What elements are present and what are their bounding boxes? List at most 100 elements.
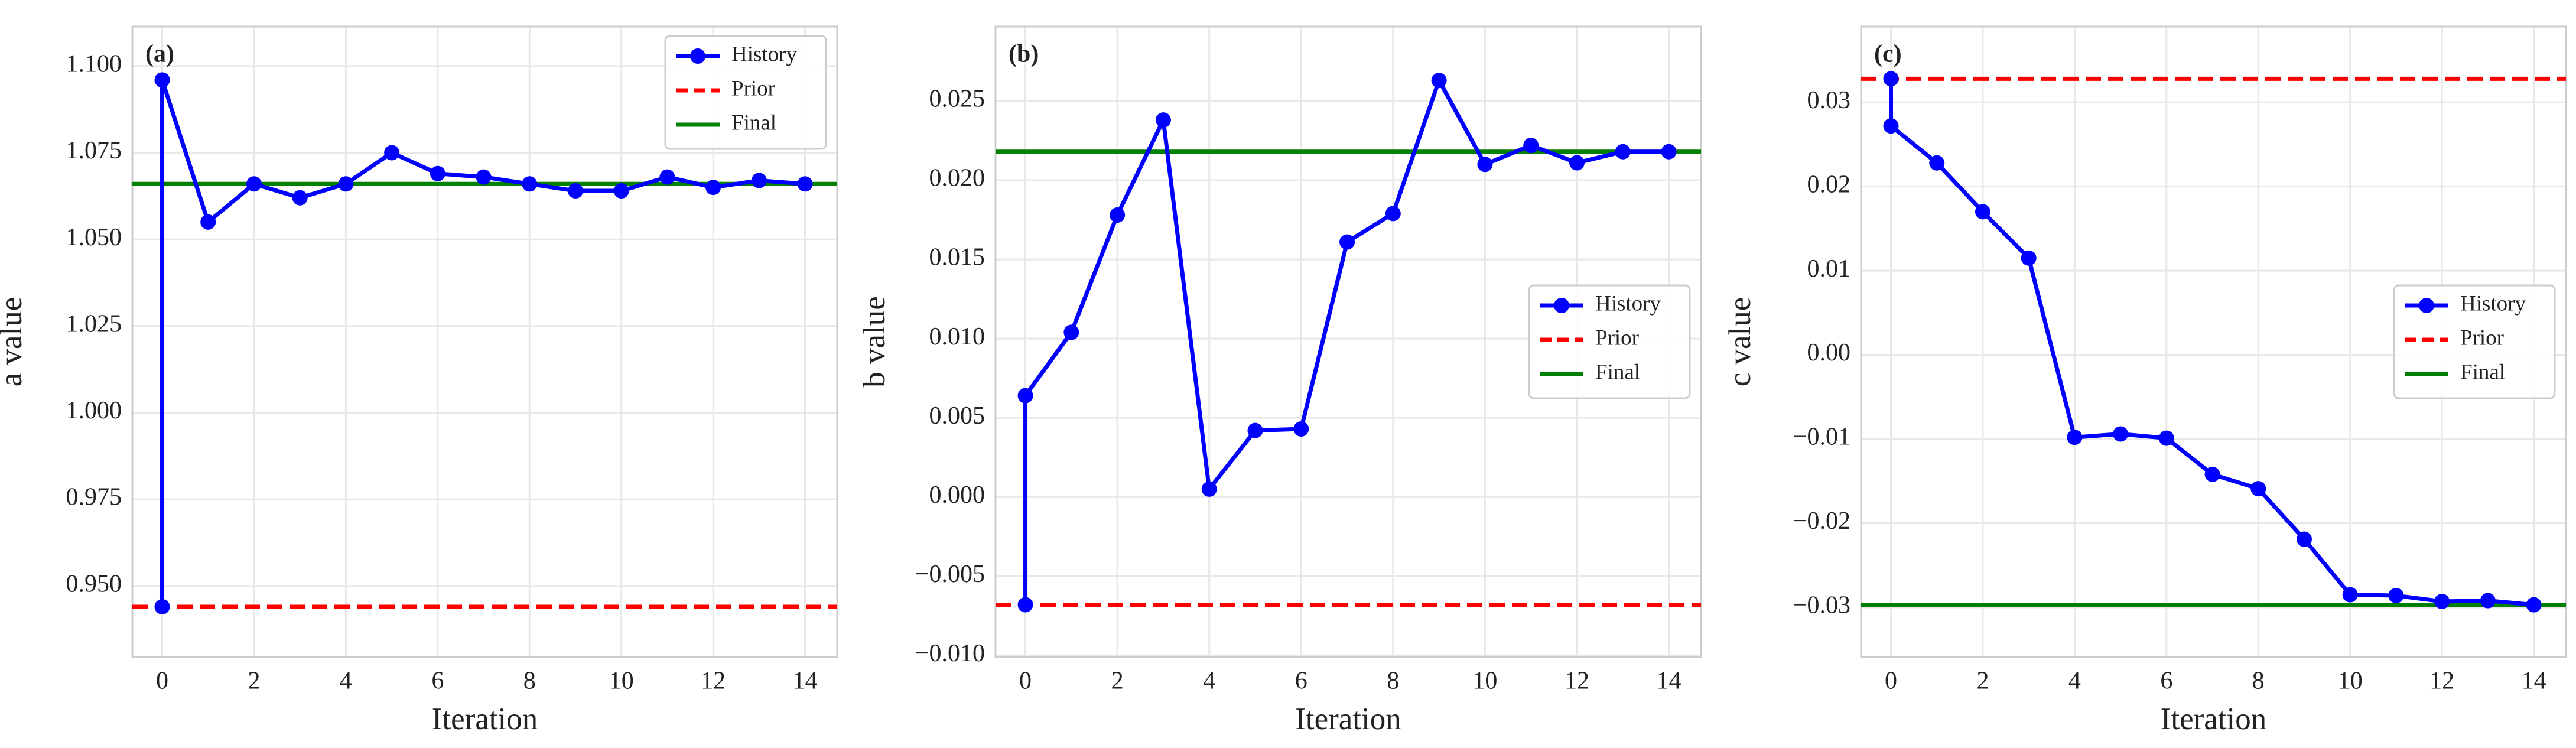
- history-point: [1017, 388, 1033, 404]
- history-point: [1975, 204, 1990, 220]
- x-tick-label: 4: [340, 668, 352, 695]
- x-tick-label: 6: [1295, 668, 1307, 695]
- history-point: [1569, 155, 1585, 171]
- x-tick-label: 6: [2160, 668, 2172, 695]
- legend-label: History: [2460, 291, 2526, 316]
- subplot: 0 2 4 6 8 10 12 14 0.950 0.975 1.000 1.025 1.050 1.07…: [0, 25, 838, 736]
- x-tick-label: 8: [523, 668, 536, 695]
- history-point: [476, 169, 492, 185]
- y-tick-label: 0.000: [929, 482, 985, 509]
- y-tick-label: 0.025: [929, 86, 985, 113]
- y-tick-label: 1.050: [66, 224, 122, 251]
- y-tick-label: 1.025: [66, 310, 122, 337]
- x-tick-label: 12: [2429, 668, 2454, 695]
- history-point: [567, 183, 583, 199]
- x-tick-label: 4: [1203, 668, 1215, 695]
- y-axis-label: a value: [0, 297, 28, 387]
- legend-marker: [1554, 298, 1569, 313]
- x-axis-label: Iteration: [2161, 702, 2267, 736]
- x-tick-label: 8: [1387, 668, 1399, 695]
- axes-frame: [131, 25, 838, 658]
- legend-marker: [690, 48, 705, 64]
- history-point: [522, 176, 538, 192]
- legend-label: Final: [1595, 360, 1640, 384]
- history-point: [1063, 324, 1079, 340]
- history-point: [1385, 206, 1401, 222]
- x-tick-label: 10: [2338, 668, 2363, 695]
- history-point: [1155, 112, 1171, 128]
- y-tick-label: −0.01: [1793, 424, 1850, 451]
- legend-box: [2393, 284, 2556, 399]
- x-tick-label: 10: [1472, 668, 1497, 695]
- x-tick-label: 2: [248, 668, 260, 695]
- history-point: [1523, 138, 1539, 154]
- history-point: [1615, 144, 1631, 160]
- y-tick-label: 0.950: [66, 570, 122, 597]
- history-point: [1883, 118, 1899, 134]
- y-axis-label: c value: [1723, 297, 1757, 387]
- y-tick-label: 1.100: [66, 51, 122, 78]
- history-point: [200, 214, 216, 230]
- y-tick-label: 0.03: [1807, 87, 1851, 114]
- panel-label: (c): [1874, 41, 1902, 68]
- history-point: [1247, 422, 1263, 438]
- panel-label: (a): [145, 41, 174, 68]
- legend-label: History: [1595, 291, 1661, 316]
- history-point: [246, 176, 262, 192]
- history-point: [1431, 73, 1447, 89]
- history-point: [2204, 466, 2220, 482]
- y-tick-label: 0.975: [66, 484, 122, 511]
- subplot: 0 2 4 6 8 10 12 14 −0.010 −0.005 0.000 0.005 0.010 0.…: [857, 25, 1702, 736]
- x-tick-label: 0: [156, 668, 168, 695]
- history-point: [154, 599, 170, 614]
- history-line: [1889, 79, 2534, 607]
- x-axis-label: Iteration: [1295, 702, 1401, 736]
- x-tick-label: 0: [1885, 668, 1897, 695]
- history-point: [1477, 157, 1493, 173]
- y-tick-label: 0.015: [929, 244, 985, 271]
- history-point: [751, 173, 767, 188]
- history-point: [659, 169, 675, 185]
- panel-label: (b): [1009, 41, 1039, 68]
- legend-label: Prior: [731, 76, 775, 100]
- y-tick-label: 1.075: [66, 137, 122, 164]
- history-point: [1661, 144, 1677, 160]
- history-point: [292, 190, 308, 206]
- legend-box: [1528, 284, 1691, 399]
- history-point: [384, 145, 400, 161]
- y-tick-label: 0.00: [1807, 339, 1851, 366]
- history-line: [1023, 78, 1669, 605]
- history-point: [1017, 597, 1033, 613]
- history-point: [1110, 207, 1126, 223]
- y-axis-label: b value: [857, 296, 892, 388]
- history-point: [797, 176, 813, 192]
- x-tick-label: 8: [2252, 668, 2265, 695]
- y-tick-label: −0.03: [1793, 592, 1850, 619]
- x-tick-label: 12: [1565, 668, 1589, 695]
- y-tick-label: 1.000: [66, 397, 122, 424]
- y-tick-label: −0.010: [915, 640, 985, 667]
- history-point: [2480, 593, 2496, 609]
- x-tick-label: 4: [2068, 668, 2081, 695]
- history-point: [154, 72, 170, 88]
- legend-label: History: [731, 42, 798, 66]
- history-point: [2434, 593, 2450, 609]
- subplot: 0 2 4 6 8 10 12 14 −0.03 −0.02 −0.01 0.00 0.01 0.02 0.…: [1723, 25, 2567, 736]
- history-point: [1293, 421, 1309, 437]
- y-tick-label: 0.005: [929, 402, 985, 430]
- history-point: [2342, 587, 2358, 603]
- history-point: [1339, 234, 1355, 250]
- history-point: [705, 180, 721, 196]
- history-point: [2067, 430, 2083, 445]
- history-point: [1883, 71, 1899, 87]
- x-tick-label: 2: [1976, 668, 1989, 695]
- y-tick-label: 0.01: [1807, 255, 1851, 282]
- history-point: [2113, 426, 2129, 442]
- legend-label: Final: [731, 110, 776, 135]
- history-point: [1201, 481, 1217, 497]
- y-tick-label: 0.02: [1807, 171, 1851, 198]
- history-line: [160, 77, 805, 607]
- history-point: [613, 183, 629, 199]
- legend-label: Prior: [2460, 326, 2504, 350]
